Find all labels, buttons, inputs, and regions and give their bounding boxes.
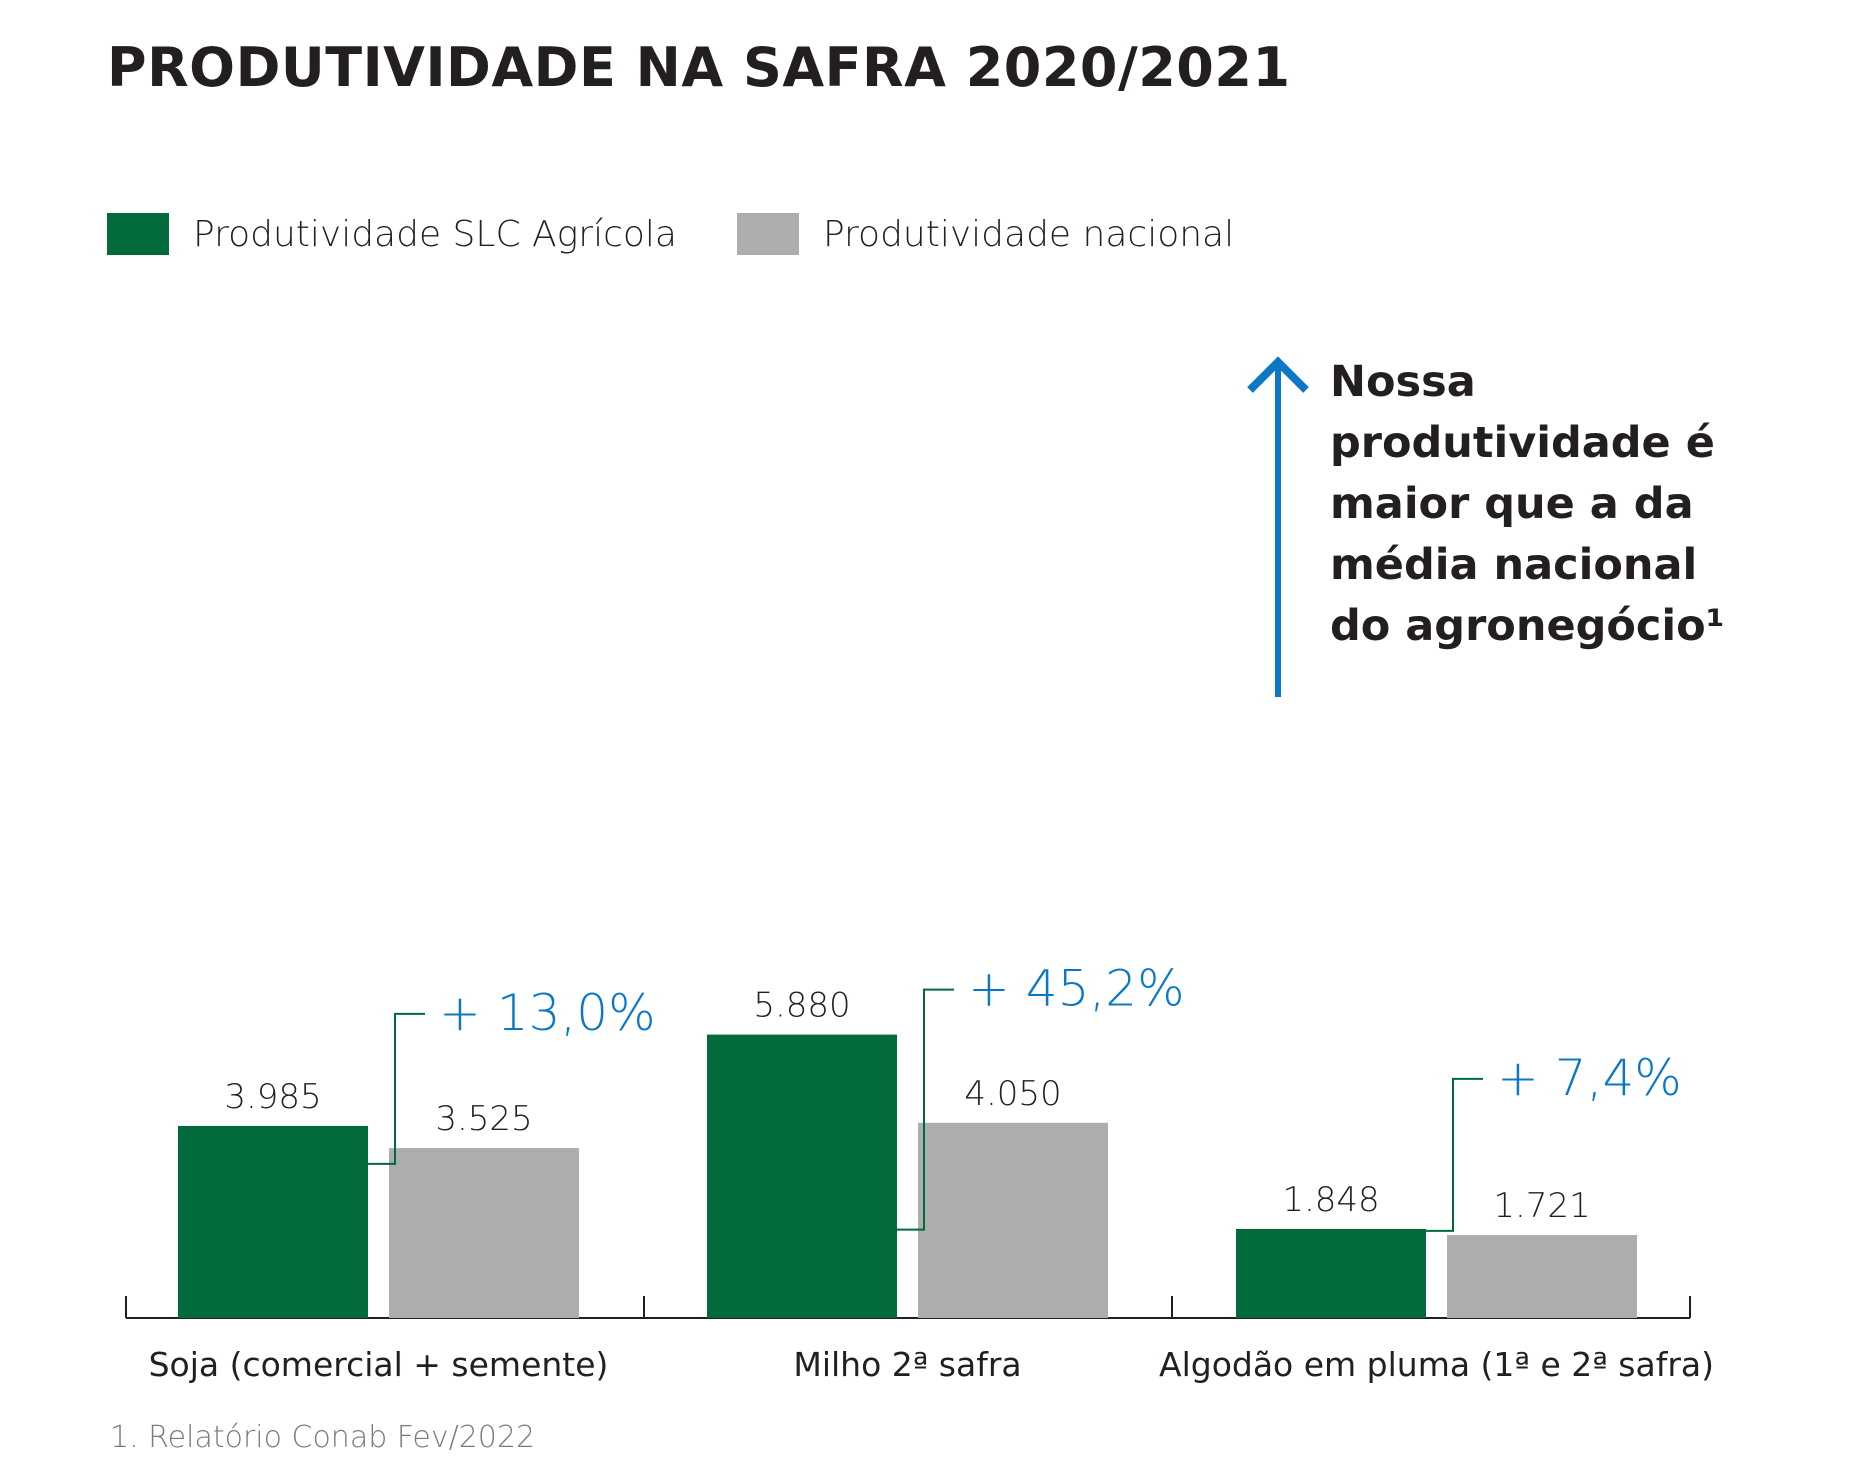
annotation-label-0: + 13,0% [439,984,656,1042]
annotation-label-2: + 7,4% [1497,1049,1682,1107]
legend-label-slc: Produtividade SLC Agrícola [193,213,677,255]
annotation-connector-2 [1426,1077,1483,1232]
chart-title: PRODUTIVIDADE NA SAFRA 2020/2021 [107,36,1291,99]
category-label-0: Soja (comercial + semente) [149,1345,609,1384]
data-label-slc-0: 3.985 [224,1077,321,1117]
legend-swatch-slc [107,213,169,255]
annotation-connector-0 [368,1012,425,1165]
bar-national-0 [389,1148,579,1318]
bar-slc-2 [1236,1228,1426,1318]
annotation-label-1: + 45,2% [968,960,1185,1018]
highlight-text: Nossa produtividade é maior que a da méd… [1330,357,1725,651]
legend: Produtividade SLC Agrícola Produtividade… [107,213,1294,255]
data-label-national-2: 1.721 [1493,1186,1590,1226]
data-label-national-0: 3.525 [435,1099,532,1139]
bar-slc-1 [707,1034,897,1318]
legend-item-slc: Produtividade SLC Agrícola [107,213,677,255]
arrow-up-icon [1247,356,1309,697]
footnote: 1. Relatório Conab Fev/2022 [110,1420,536,1455]
category-label-1: Milho 2ª safra [793,1345,1021,1384]
bar-slc-0 [178,1125,368,1318]
bar-national-2 [1447,1235,1637,1318]
data-label-slc-2: 1.848 [1282,1180,1379,1220]
legend-item-national: Produtividade nacional [736,213,1235,255]
data-label-national-1: 4.050 [964,1074,1061,1114]
legend-label-national: Produtividade nacional [822,213,1235,255]
legend-swatch-national [736,213,799,255]
bar-national-1 [918,1122,1108,1318]
annotation-connector-1 [897,988,954,1231]
category-label-2: Algodão em pluma (1ª e 2ª safra) [1159,1345,1714,1384]
data-label-slc-1: 5.880 [753,986,850,1026]
